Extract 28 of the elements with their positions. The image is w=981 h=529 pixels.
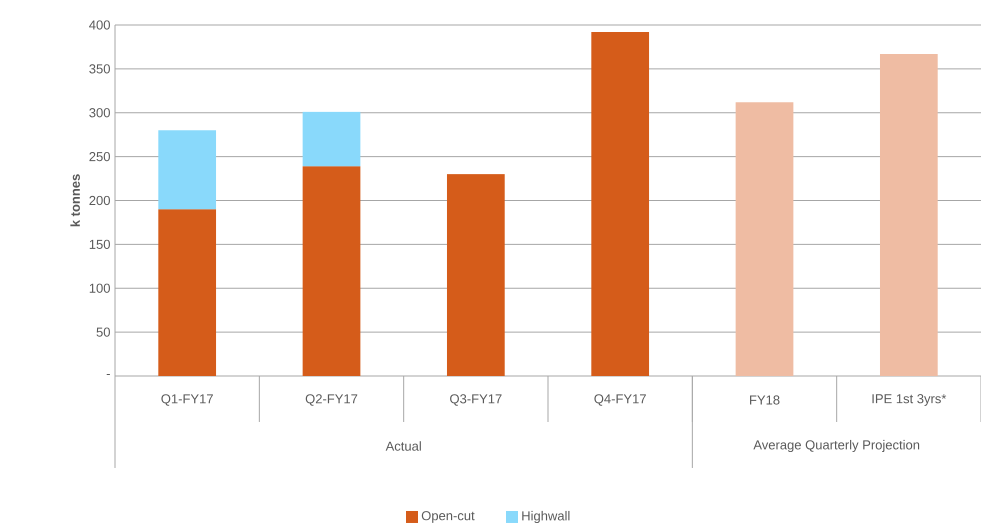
y-tick-label: 400 [89, 20, 110, 30]
bar [302, 112, 360, 166]
bar [446, 174, 505, 376]
bar [158, 130, 216, 210]
y-tick-label: 50 [96, 328, 110, 337]
x-tick-label: FY18 [750, 395, 780, 405]
legend-label: Highwall [522, 510, 570, 524]
x-tick-label: Q4-FY17 [594, 394, 646, 406]
bar [302, 166, 360, 376]
legend-label: Open-cut [422, 511, 475, 523]
x-tick-label: IPE 1st 3yrs* [872, 394, 946, 406]
x-tick-label: Q2-FY17 [306, 394, 358, 406]
y-tick-label: 350 [89, 64, 110, 74]
bar [591, 32, 650, 376]
y-tick-label: 300 [89, 108, 110, 118]
y-axis-title: k tonnes [70, 174, 80, 226]
y-tick-label: 200 [89, 196, 110, 206]
x-tick-label: Q1-FY17 [161, 394, 213, 406]
bar [880, 54, 938, 376]
text: Average Quarterly Projection [753, 440, 920, 452]
text: Actual [386, 441, 421, 451]
y-tick-label: 150 [90, 240, 110, 249]
x-tick-label: Q3-FY17 [450, 394, 502, 406]
bar [158, 209, 216, 376]
y-tick-label: 100 [90, 284, 110, 293]
bar [736, 102, 794, 376]
y-tick-label: 250 [89, 152, 110, 162]
y-tick-label: - [106, 374, 110, 376]
